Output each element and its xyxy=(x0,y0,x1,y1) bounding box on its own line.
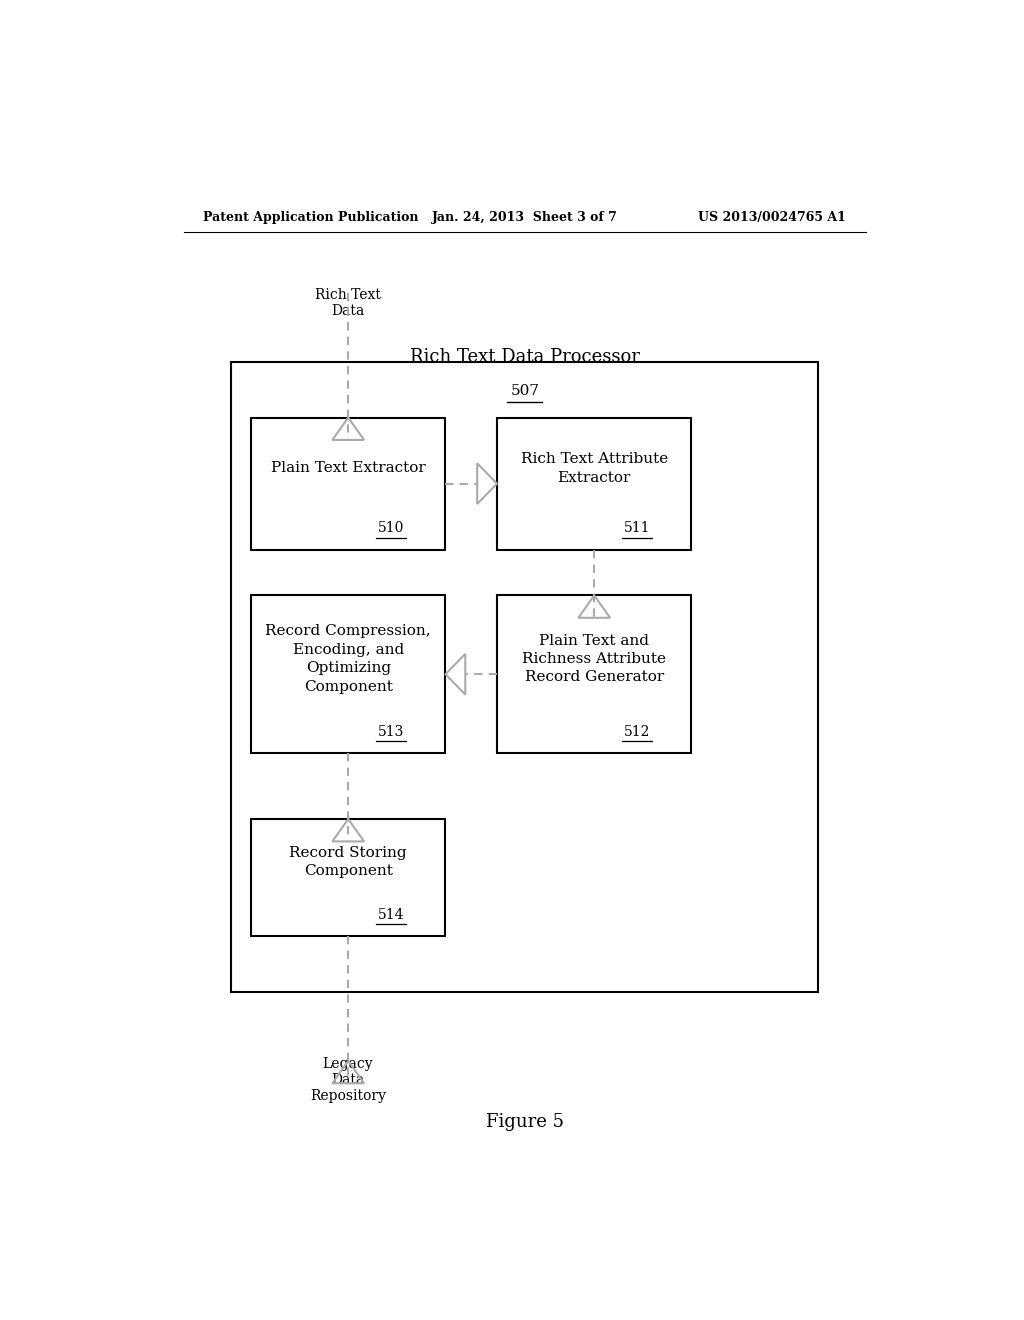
Text: Legacy
Data
Repository: Legacy Data Repository xyxy=(310,1057,386,1104)
Bar xyxy=(497,417,691,549)
Text: Plain Text Extractor: Plain Text Extractor xyxy=(271,462,426,475)
Text: Rich Text Attribute
Extractor: Rich Text Attribute Extractor xyxy=(520,453,668,484)
Text: 511: 511 xyxy=(624,521,650,536)
Bar xyxy=(497,595,691,752)
Text: Plain Text and
Richness Attribute
Record Generator: Plain Text and Richness Attribute Record… xyxy=(522,634,667,684)
Text: Patent Application Publication: Patent Application Publication xyxy=(204,211,419,224)
Text: Rich Text Data Processor: Rich Text Data Processor xyxy=(410,347,640,366)
Bar xyxy=(231,362,818,991)
Text: 507: 507 xyxy=(510,384,540,399)
Text: Jan. 24, 2013  Sheet 3 of 7: Jan. 24, 2013 Sheet 3 of 7 xyxy=(432,211,617,224)
Text: Record Storing
Component: Record Storing Component xyxy=(290,846,407,878)
Bar xyxy=(251,595,445,752)
Text: Figure 5: Figure 5 xyxy=(485,1113,564,1131)
Text: Record Compression,
Encoding, and
Optimizing
Component: Record Compression, Encoding, and Optimi… xyxy=(265,624,431,693)
Bar xyxy=(251,417,445,549)
Text: Rich Text
Data: Rich Text Data xyxy=(315,288,381,318)
Text: 512: 512 xyxy=(624,725,650,739)
Text: US 2013/0024765 A1: US 2013/0024765 A1 xyxy=(698,211,846,224)
Text: 513: 513 xyxy=(378,725,404,739)
Text: 510: 510 xyxy=(378,521,404,536)
Text: 514: 514 xyxy=(378,908,404,921)
Bar xyxy=(251,818,445,936)
